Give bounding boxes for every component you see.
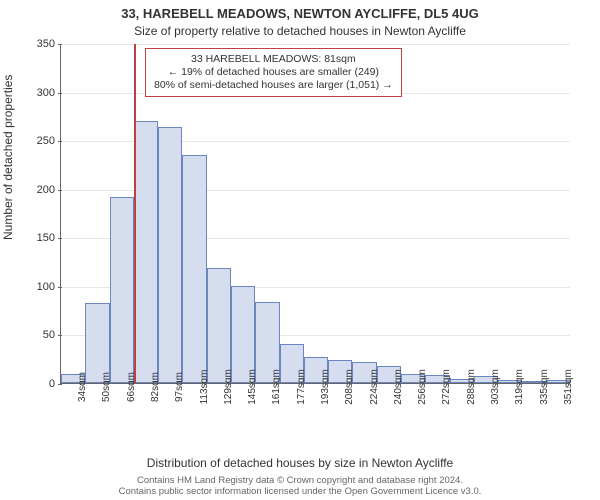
bar (110, 197, 134, 384)
info-line-2: ← 19% of detached houses are smaller (24… (154, 66, 393, 79)
y-tick-label: 300 (37, 87, 61, 99)
chart-plot-area: 05010015020025030035034sqm50sqm66sqm82sq… (60, 44, 570, 384)
y-tick-label: 200 (37, 184, 61, 196)
subject-marker-line (134, 44, 136, 383)
info-line-1: 33 HAREBELL MEADOWS: 81sqm (154, 53, 393, 66)
y-tick-label: 0 (49, 378, 61, 390)
y-tick-label: 250 (37, 135, 61, 147)
x-tick-label: 319sqm (510, 369, 525, 405)
y-tick-label: 100 (37, 281, 61, 293)
gridline (61, 44, 570, 45)
info-line-3: 80% of semi-detached houses are larger (… (154, 79, 393, 92)
x-tick-label: 351sqm (559, 369, 574, 405)
y-tick-label: 350 (37, 38, 61, 50)
bar (134, 121, 158, 383)
x-tick-label: 272sqm (437, 369, 452, 405)
y-tick-label: 150 (37, 232, 61, 244)
y-tick-label: 50 (43, 329, 61, 341)
x-tick-label: 288sqm (462, 369, 477, 405)
attribution-text: Contains HM Land Registry data © Crown c… (0, 476, 600, 498)
subject-info-box: 33 HAREBELL MEADOWS: 81sqm← 19% of detac… (145, 48, 402, 97)
y-axis-label: Number of detached properties (1, 75, 15, 240)
bar (207, 268, 231, 383)
bar (158, 127, 182, 383)
x-axis-label: Distribution of detached houses by size … (0, 456, 600, 470)
bar (182, 155, 206, 383)
x-tick-label: 335sqm (535, 369, 550, 405)
x-tick-label: 303sqm (486, 369, 501, 405)
page-subtitle: Size of property relative to detached ho… (0, 24, 600, 38)
attribution-line-2: Contains public sector information licen… (0, 487, 600, 498)
page-title: 33, HAREBELL MEADOWS, NEWTON AYCLIFFE, D… (0, 6, 600, 21)
